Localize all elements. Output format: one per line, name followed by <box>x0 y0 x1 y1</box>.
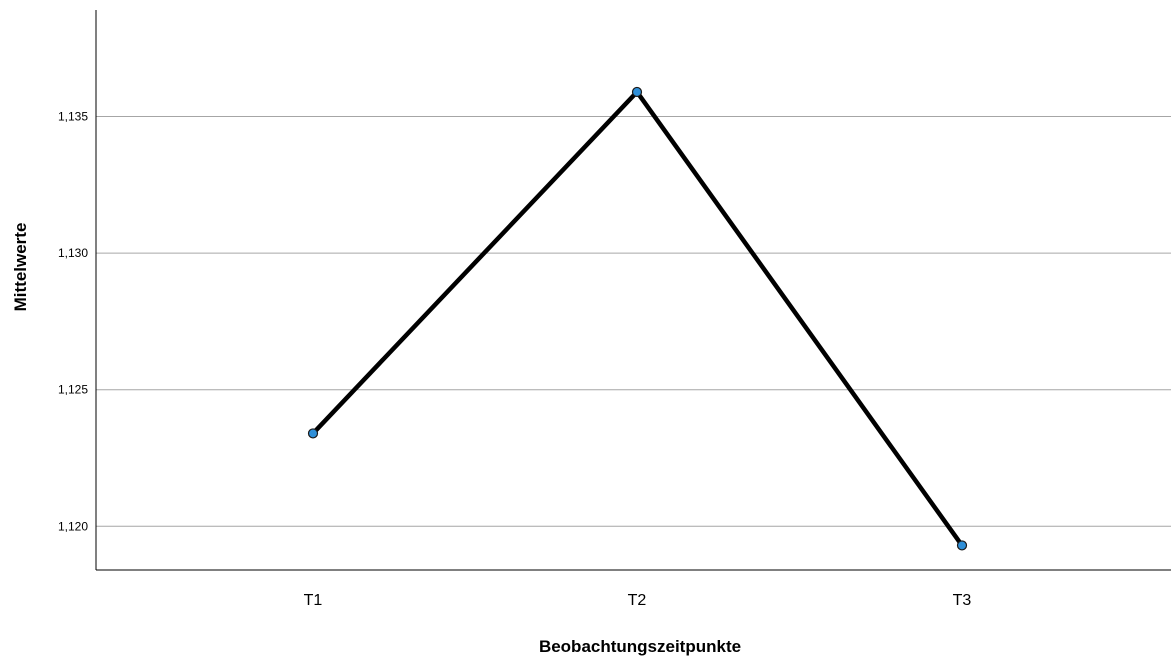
y-tick-label: 1,125 <box>58 383 88 397</box>
y-axis-title: Mittelwerte <box>11 223 30 312</box>
y-tick-labels: 1,120 1,125 1,130 1,135 <box>58 110 88 534</box>
x-tick-label: T3 <box>953 592 972 609</box>
x-tick-labels: T1 T2 T3 <box>304 592 972 609</box>
y-tick-label: 1,135 <box>58 110 88 124</box>
series-line <box>310 89 965 548</box>
data-point-marker <box>307 428 319 439</box>
x-tick-label: T2 <box>628 592 647 609</box>
data-point-marker <box>631 86 643 98</box>
axes <box>95 10 1171 571</box>
y-tick-label: 1,130 <box>58 246 88 260</box>
data-point-marker <box>956 540 968 551</box>
y-tick-label: 1,120 <box>58 519 88 533</box>
series <box>307 86 968 551</box>
x-axis-title: Beobachtungszeitpunkte <box>539 637 741 656</box>
x-tick-label: T1 <box>304 592 323 609</box>
gridlines <box>96 116 1171 527</box>
